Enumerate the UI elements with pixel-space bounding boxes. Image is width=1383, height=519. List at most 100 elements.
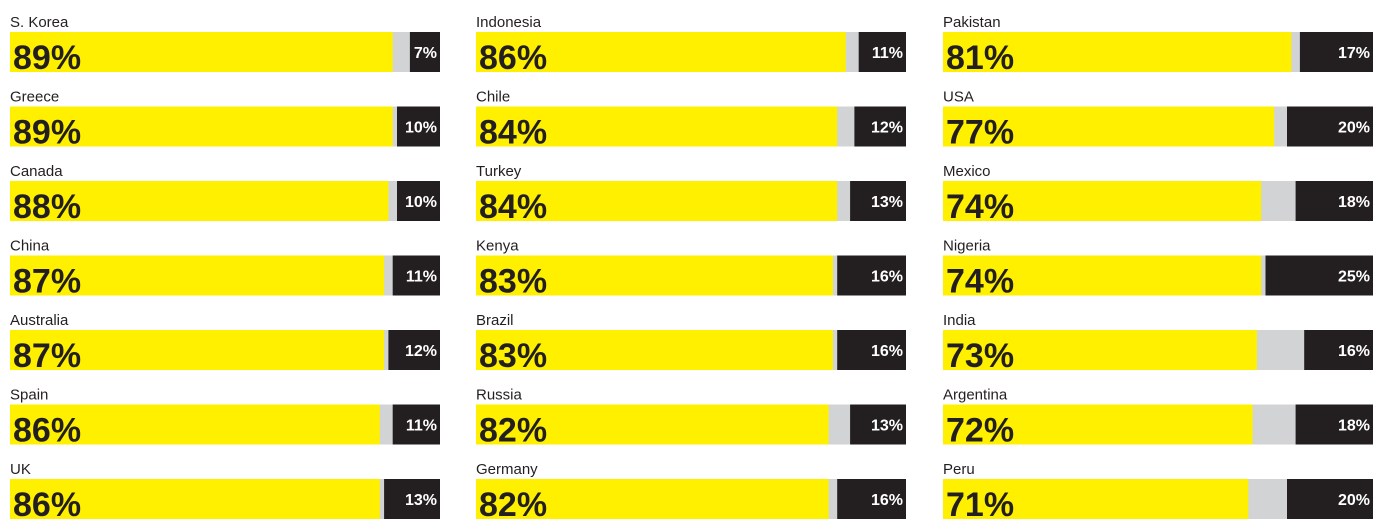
value-label: 84% — [479, 114, 547, 152]
bar-segment — [943, 255, 1262, 296]
bar-segment — [388, 330, 440, 370]
value-label: 16% — [871, 269, 903, 286]
value-label: 84% — [479, 188, 547, 226]
bar-segment — [409, 32, 440, 72]
bar-segment — [476, 32, 846, 72]
bar-segment — [1299, 32, 1373, 72]
value-label: 16% — [871, 492, 903, 509]
value-label: 87% — [13, 263, 81, 301]
country-label: Spain — [10, 387, 48, 404]
bar-segment — [1295, 404, 1373, 445]
value-label: 74% — [946, 263, 1014, 301]
bar-segment — [1295, 181, 1373, 221]
country-label: China — [10, 238, 50, 255]
bar-segment — [943, 479, 1249, 519]
value-label: 86% — [13, 486, 81, 519]
value-label: 10% — [405, 120, 437, 137]
country-label: USA — [943, 89, 974, 106]
value-label: 77% — [946, 114, 1014, 152]
value-label: 83% — [479, 263, 547, 301]
country-label: UK — [10, 461, 31, 478]
value-label: 89% — [13, 39, 81, 77]
value-label: 87% — [13, 337, 81, 375]
bar-segment — [850, 404, 906, 445]
bar-segment — [10, 255, 385, 296]
value-label: 88% — [13, 188, 81, 226]
bar-segment — [476, 330, 833, 370]
value-label: 13% — [871, 418, 903, 435]
bar-segment — [943, 181, 1262, 221]
bar-segment — [943, 106, 1275, 147]
country-label: Turkey — [476, 163, 522, 180]
country-label: Nigeria — [943, 238, 991, 255]
bar-segment — [943, 330, 1257, 370]
value-label: 74% — [946, 188, 1014, 226]
value-label: 83% — [479, 337, 547, 375]
value-label: 12% — [405, 343, 437, 360]
bar-segment — [943, 32, 1292, 72]
bar-segment — [1287, 479, 1373, 519]
bar-segment — [943, 404, 1253, 445]
country-label: Argentina — [943, 387, 1008, 404]
value-label: 89% — [13, 114, 81, 152]
value-label: 72% — [946, 412, 1014, 450]
country-label: Russia — [476, 387, 523, 404]
value-label: 86% — [13, 412, 81, 450]
bar-segment — [1287, 106, 1373, 147]
value-label: 18% — [1338, 194, 1370, 211]
bar-segment — [10, 181, 389, 221]
value-label: 18% — [1338, 418, 1370, 435]
country-label: Australia — [10, 312, 69, 329]
bar-segment — [392, 255, 440, 296]
bar-segment — [10, 106, 393, 147]
value-label: 12% — [871, 120, 903, 137]
value-label: 82% — [479, 486, 547, 519]
bar-segment — [476, 479, 829, 519]
country-label: Greece — [10, 89, 59, 106]
value-label: 13% — [871, 194, 903, 211]
country-label: Peru — [943, 461, 975, 478]
country-label: S. Korea — [10, 14, 69, 31]
country-label: Chile — [476, 89, 510, 106]
bar-segment — [837, 479, 906, 519]
bar-segment — [476, 106, 838, 147]
bar-segment — [476, 255, 833, 296]
country-label: Canada — [10, 163, 63, 180]
bar-segment — [854, 106, 906, 147]
bar-segment — [837, 255, 906, 296]
country-label: Germany — [476, 461, 538, 478]
value-label: 86% — [479, 39, 547, 77]
bar-segment — [10, 479, 380, 519]
value-label: 11% — [406, 418, 437, 435]
value-label: 82% — [479, 412, 547, 450]
country-label: India — [943, 312, 976, 329]
bar-segment — [1265, 255, 1373, 296]
value-label: 11% — [406, 269, 437, 286]
value-label: 17% — [1338, 45, 1370, 62]
value-label: 81% — [946, 39, 1014, 77]
country-label: Pakistan — [943, 14, 1001, 31]
bar-segment — [384, 479, 440, 519]
bar-segment — [397, 181, 440, 221]
bar-segment — [10, 404, 380, 445]
value-label: 7% — [414, 45, 437, 62]
value-label: 71% — [946, 486, 1014, 519]
country-label: Indonesia — [476, 14, 542, 31]
bar-segment — [858, 32, 906, 72]
bar-segment — [10, 330, 385, 370]
country-label: Kenya — [476, 238, 519, 255]
bar-segment — [476, 404, 829, 445]
value-label: 73% — [946, 337, 1014, 375]
value-label: 11% — [872, 45, 903, 62]
bar-segment — [850, 181, 906, 221]
value-label: 10% — [405, 194, 437, 211]
value-label: 13% — [405, 492, 437, 509]
value-label: 20% — [1338, 120, 1370, 137]
value-label: 16% — [1338, 343, 1370, 360]
bar-segment — [397, 106, 440, 147]
value-label: 16% — [871, 343, 903, 360]
value-label: 20% — [1338, 492, 1370, 509]
bar-segment — [476, 181, 838, 221]
country-label: Mexico — [943, 163, 991, 180]
